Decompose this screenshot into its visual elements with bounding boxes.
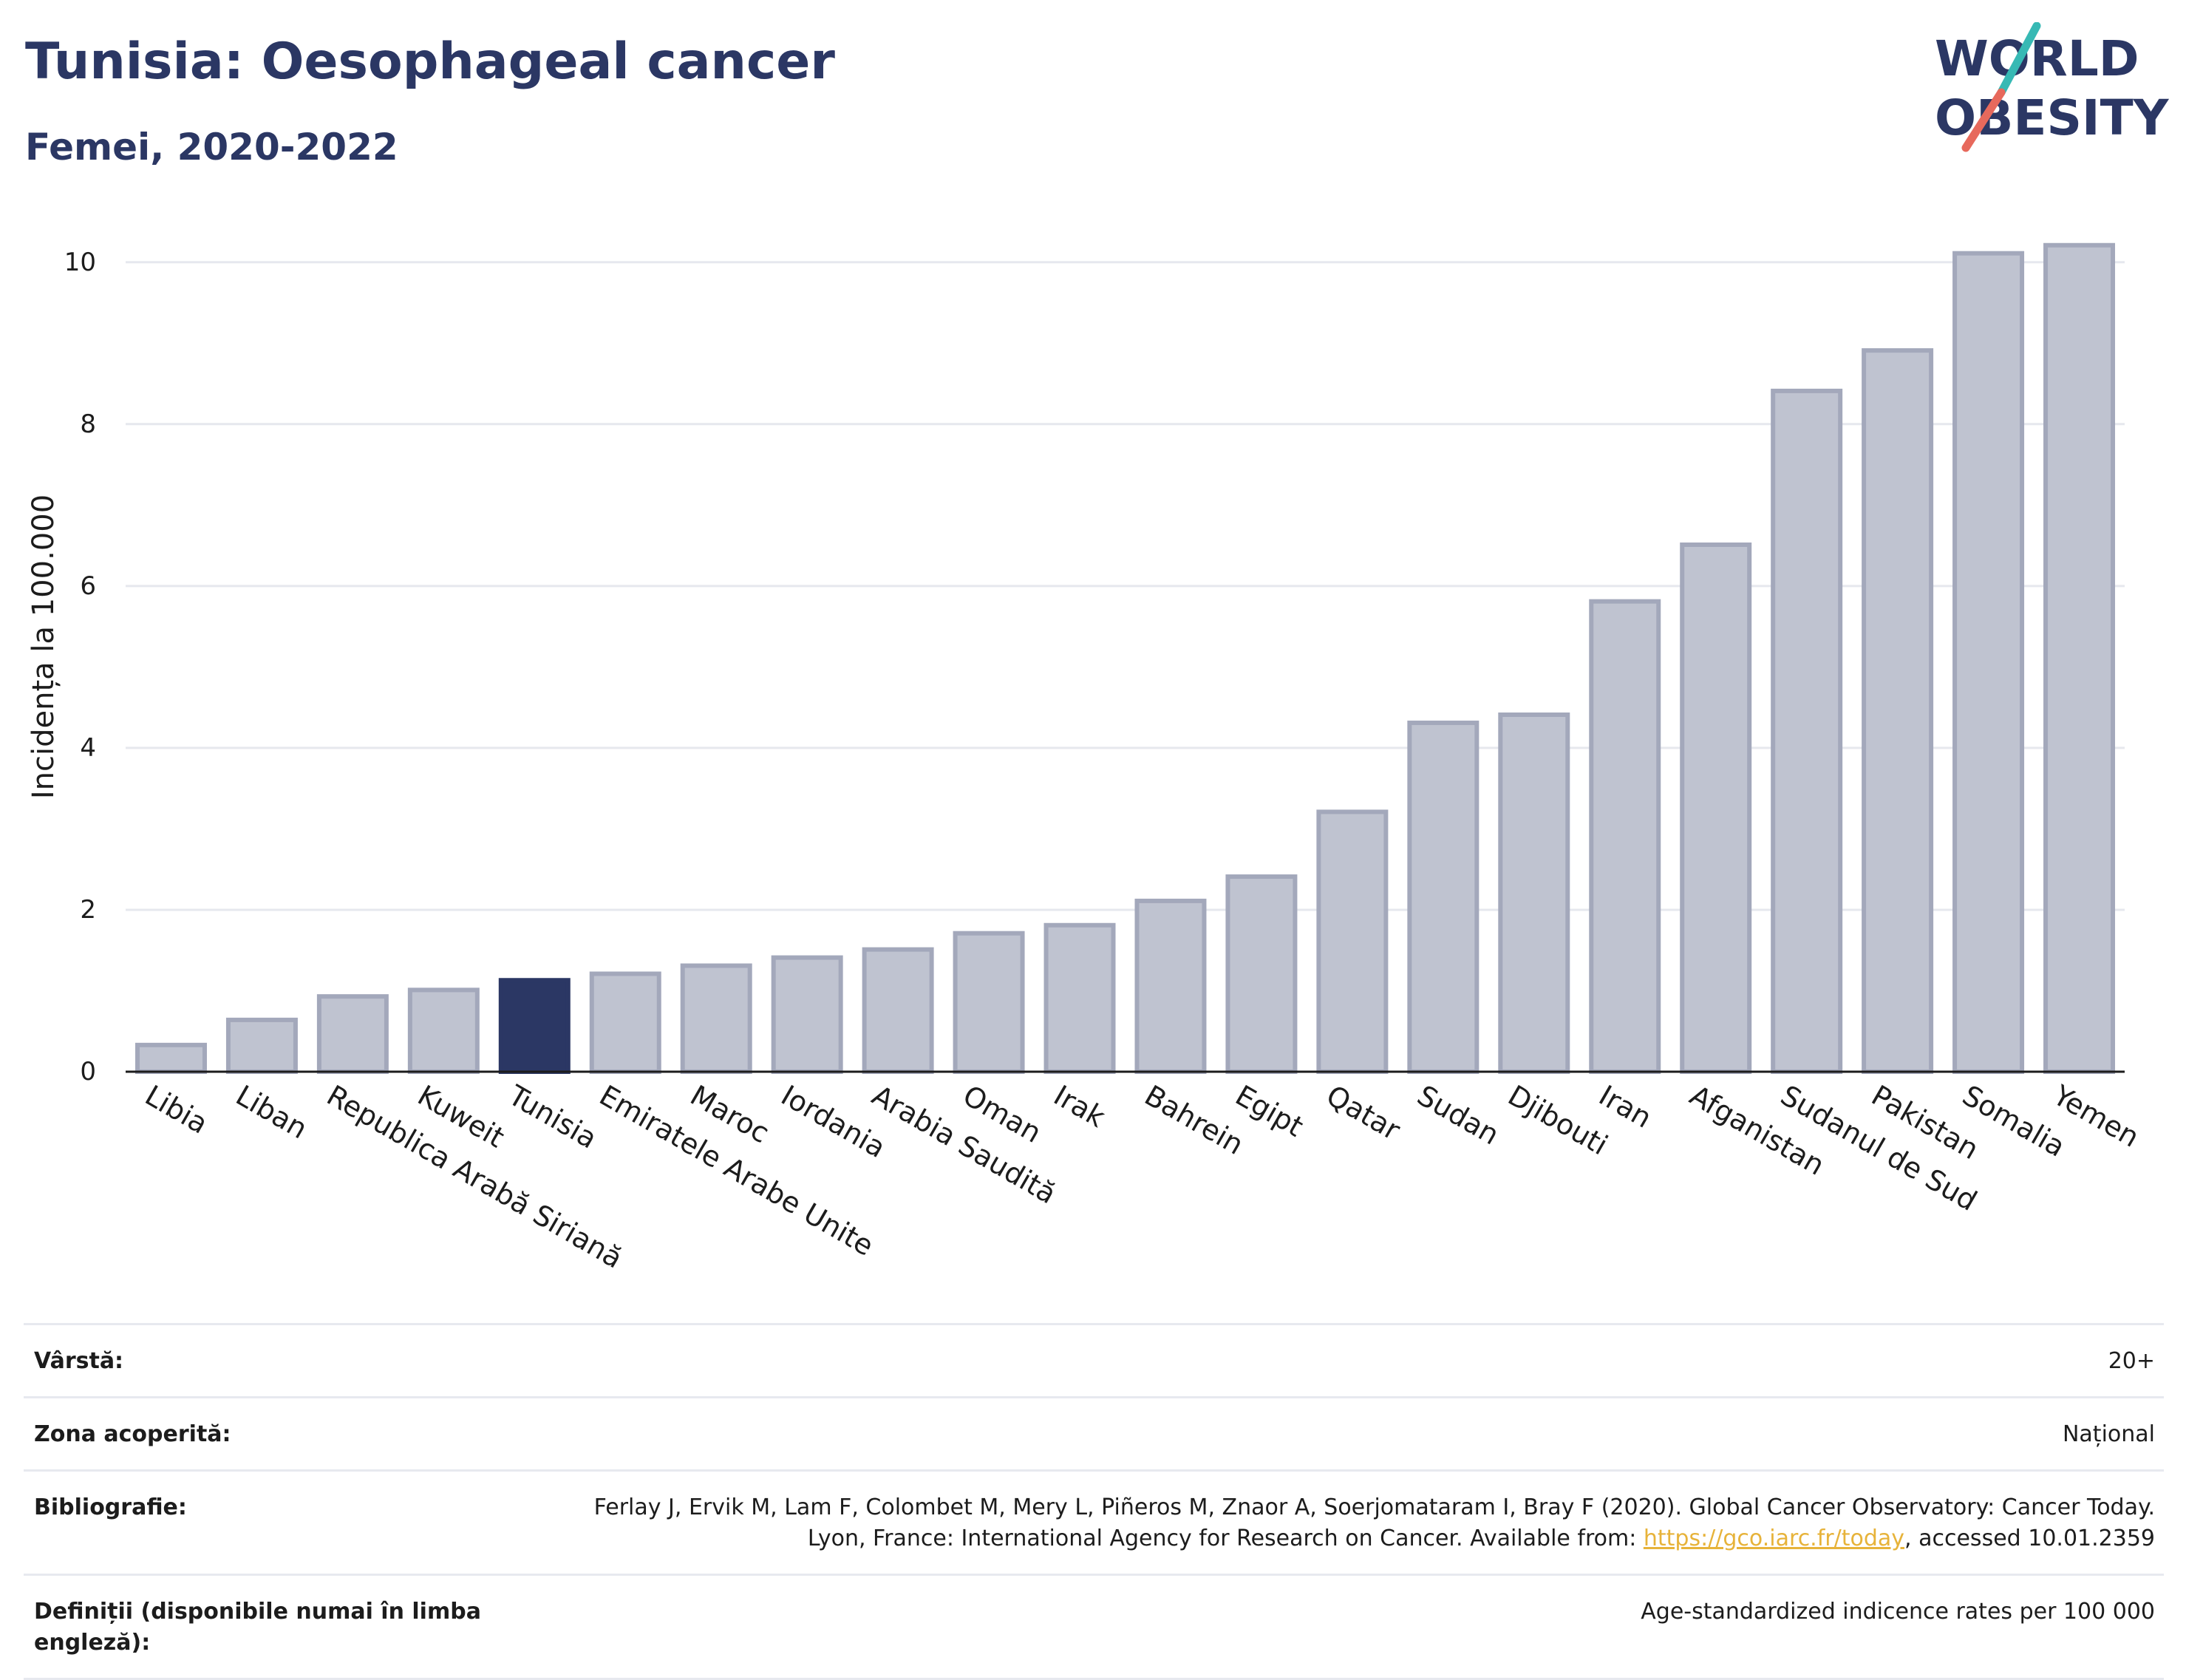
x-tick-label: Sudan (1412, 1079, 1505, 1152)
bar (1407, 720, 1480, 1074)
bibliography-label: Bibliografie: (34, 1494, 187, 1520)
y-tick-label: 4 (80, 733, 96, 763)
bar (680, 963, 752, 1074)
bar (1043, 922, 1116, 1075)
bar (407, 987, 480, 1075)
bibliography-text: Ferlay J, Ervik M, Lam F, Colombet M, Me… (593, 1494, 2155, 1551)
bar (1680, 543, 1752, 1074)
bibliography-link[interactable]: https://gco.iarc.fr/today (1643, 1526, 1905, 1551)
definitions-value: Age-standardized indicence rates per 100… (1641, 1599, 2155, 1625)
age-value: 20+ (2108, 1348, 2155, 1374)
bar (862, 947, 934, 1074)
y-tick-label: 2 (80, 895, 96, 925)
area-value: Național (2062, 1421, 2155, 1447)
x-tick-label: Libia (140, 1079, 214, 1140)
metadata-table: Vârstă: 20+ Zona acoperită: Național Bib… (24, 1323, 2164, 1680)
bar (1771, 388, 1843, 1074)
bar (771, 955, 843, 1074)
x-tick-label: Iran (1593, 1079, 1657, 1135)
y-tick-label: 6 (80, 571, 96, 601)
bar (2043, 242, 2116, 1074)
y-tick-label: 8 (80, 409, 96, 439)
bar (1862, 348, 1934, 1074)
bar (498, 978, 571, 1074)
x-tick-label: Tunisia (503, 1078, 602, 1155)
bar (316, 994, 389, 1074)
y-tick-label: 10 (64, 248, 96, 277)
bar (1952, 251, 2025, 1075)
area-label: Zona acoperită: (34, 1421, 231, 1447)
bar (1498, 713, 1570, 1074)
bar (953, 931, 1025, 1074)
bar (1134, 898, 1207, 1075)
meta-row-age: Vârstă: 20+ (24, 1323, 2164, 1396)
page-subtitle: Femei, 2020-2022 (25, 126, 398, 169)
x-tick-label: Qatar (1321, 1079, 1406, 1147)
page-title: Tunisia: Oesophageal cancer (25, 33, 835, 91)
x-tick-label: Irak (1049, 1079, 1111, 1134)
world-obesity-logo: WORLD OBESITY (1935, 22, 2170, 152)
x-tick-label: Iordania (776, 1079, 891, 1164)
bar (1316, 809, 1389, 1075)
bar (589, 971, 661, 1074)
meta-row-bibliography: Bibliografie: Ferlay J, Ervik M, Lam F, … (24, 1469, 2164, 1574)
meta-row-area: Zona acoperită: Național (24, 1396, 2164, 1469)
age-label: Vârstă: (34, 1348, 124, 1374)
bibliography-value: Ferlay J, Ervik M, Lam F, Colombet M, Me… (529, 1492, 2155, 1554)
x-tick-label: Bahrein (1139, 1079, 1249, 1161)
y-tick-label: 0 (80, 1057, 96, 1086)
x-tick-label: Djibouti (1502, 1079, 1613, 1162)
bibliography-accessed: , accessed 10.01.2359 (1904, 1526, 2155, 1551)
y-axis-label: Incidența la 100.000 (27, 494, 61, 799)
bar (135, 1042, 207, 1075)
bar (1225, 874, 1298, 1074)
definitions-label: Definiții (disponibile numai în limba en… (34, 1599, 481, 1656)
meta-row-definitions: Definiții (disponibile numai în limba en… (24, 1574, 2164, 1680)
x-tick-label: Liban (231, 1079, 313, 1146)
bar (225, 1017, 298, 1075)
svg-text:WORLD: WORLD (1935, 30, 2139, 87)
bar (1589, 599, 1661, 1074)
